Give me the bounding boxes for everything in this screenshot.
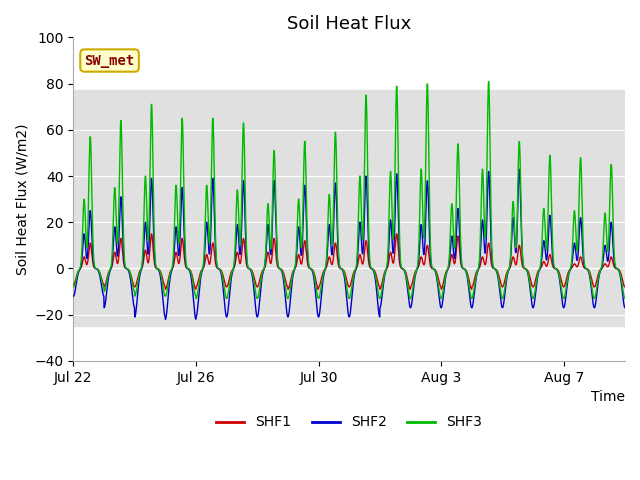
SHF3 — [484, 79, 492, 84]
SHF1 — [123, 266, 131, 272]
SHF3 — [621, 296, 629, 301]
SHF3 — [550, 262, 557, 268]
SHF3 — [70, 284, 77, 290]
SHF2 — [123, 266, 131, 272]
SHF2 — [161, 316, 169, 322]
SHF1 — [270, 236, 278, 241]
SHF2 — [192, 316, 200, 322]
SHF2 — [156, 272, 164, 277]
Bar — [74, 91, 625, 326]
SHF1 — [156, 268, 164, 274]
SHF3 — [269, 156, 277, 162]
SHF1 — [192, 284, 200, 290]
SHF1 — [367, 265, 375, 271]
SHF1 — [148, 231, 156, 237]
SHF3 — [123, 266, 131, 272]
Line: SHF3: SHF3 — [74, 82, 625, 299]
Legend: SHF1, SHF2, SHF3: SHF1, SHF2, SHF3 — [211, 410, 488, 435]
SHF2 — [70, 293, 77, 299]
Y-axis label: Soil Heat Flux (W/m2): Soil Heat Flux (W/m2) — [15, 123, 29, 275]
SHF3 — [156, 269, 164, 275]
SHF3 — [367, 264, 374, 269]
SHF2 — [270, 180, 278, 186]
SHF2 — [550, 264, 558, 270]
SHF1 — [161, 287, 169, 292]
SHF1 — [621, 284, 629, 290]
SHF2 — [515, 167, 523, 172]
SHF1 — [550, 265, 558, 271]
SHF2 — [621, 305, 629, 311]
Line: SHF2: SHF2 — [74, 169, 625, 319]
Line: SHF1: SHF1 — [74, 234, 625, 289]
X-axis label: Time: Time — [591, 390, 625, 404]
SHF1 — [70, 282, 77, 288]
SHF2 — [367, 265, 374, 271]
Text: SW_met: SW_met — [84, 53, 134, 68]
SHF3 — [192, 293, 200, 299]
Title: Soil Heat Flux: Soil Heat Flux — [287, 15, 412, 33]
